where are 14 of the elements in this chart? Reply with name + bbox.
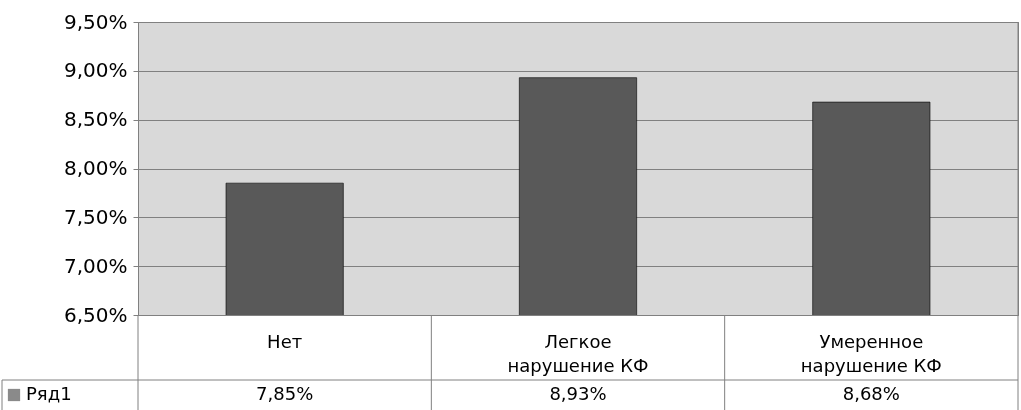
y-tick-label: 7,50%: [63, 204, 128, 229]
x-tick-label: Нет: [267, 331, 303, 352]
x-tick-label: Умеренное нарушение КФ: [800, 331, 942, 376]
y-tick-label: 8,00%: [63, 156, 128, 180]
y-tick-label: 8,50%: [63, 107, 128, 132]
legend-label: Ряд1: [26, 383, 72, 404]
data-label: 8,93%: [549, 383, 607, 404]
y-tick-label: 9,00%: [63, 58, 128, 83]
data-label: 7,85%: [256, 383, 314, 404]
y-tick-label: 6,50%: [63, 302, 128, 327]
y-tick-label: 9,50%: [63, 9, 128, 34]
y-tick-label: 7,00%: [63, 253, 128, 278]
x-tick-label: Легкое нарушение КФ: [507, 331, 649, 376]
data-label: 8,68%: [842, 383, 900, 404]
